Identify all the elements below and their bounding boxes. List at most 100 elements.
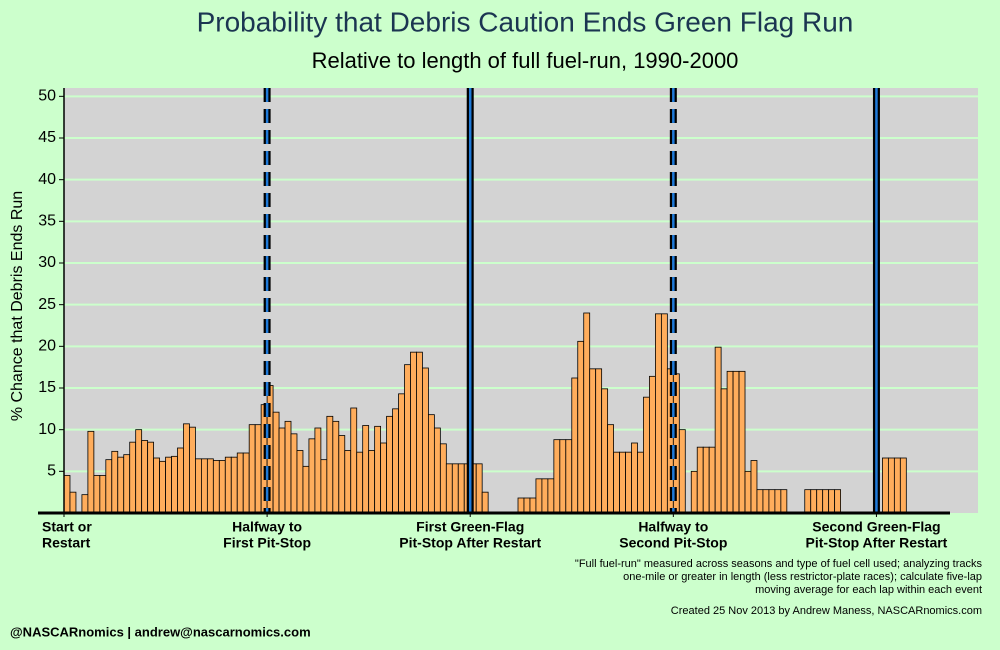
bar xyxy=(577,340,585,514)
bar xyxy=(565,439,573,514)
bar xyxy=(750,460,758,514)
bar xyxy=(290,433,298,514)
chart-title: Probability that Debris Caution Ends Gre… xyxy=(197,6,854,37)
bar xyxy=(744,470,752,514)
bar xyxy=(141,440,149,514)
x-tick-label: First Green-Flag xyxy=(416,519,524,535)
bar xyxy=(212,460,220,514)
bar xyxy=(804,489,812,514)
bar xyxy=(254,424,262,514)
bar xyxy=(129,441,137,514)
bar xyxy=(523,497,531,514)
bar xyxy=(200,458,208,514)
bar xyxy=(242,452,250,514)
bar xyxy=(631,442,638,514)
bar xyxy=(810,489,818,514)
bar xyxy=(284,420,292,514)
bar xyxy=(720,388,728,514)
bar xyxy=(224,456,232,514)
bar xyxy=(583,312,591,514)
bar xyxy=(105,459,113,514)
bar xyxy=(308,438,316,514)
bar xyxy=(356,451,364,514)
bar xyxy=(649,375,656,514)
bar xyxy=(774,489,782,514)
y-axis-label: % Chance that Debris Ends Run xyxy=(9,191,26,421)
bar xyxy=(893,457,901,514)
bar xyxy=(768,489,776,514)
bar xyxy=(189,426,196,514)
bar xyxy=(571,377,579,514)
bar xyxy=(380,442,387,514)
bar xyxy=(183,423,190,514)
bar xyxy=(529,497,537,514)
bar xyxy=(445,463,453,514)
bar xyxy=(165,456,172,514)
bar xyxy=(392,408,399,514)
bar xyxy=(147,441,155,514)
bar xyxy=(302,465,310,514)
bar xyxy=(655,313,662,514)
y-tick-label: 10 xyxy=(38,421,56,438)
bar xyxy=(338,435,346,514)
bar xyxy=(153,457,160,514)
note-line: "Full fuel-run" measured across seasons … xyxy=(575,558,983,570)
bar xyxy=(517,497,525,514)
bar xyxy=(272,411,280,514)
x-tick-label: First Pit-Stop xyxy=(223,535,311,551)
bar xyxy=(195,458,202,514)
bar xyxy=(887,457,895,514)
bar xyxy=(81,494,89,514)
bar xyxy=(702,446,710,514)
bar xyxy=(99,475,107,514)
bar xyxy=(236,452,244,514)
bar xyxy=(625,451,632,514)
bar xyxy=(63,475,71,514)
bar xyxy=(547,478,555,514)
bar xyxy=(230,456,238,514)
y-tick-label: 5 xyxy=(47,463,56,480)
bar xyxy=(457,463,465,514)
bar xyxy=(69,491,77,514)
bar xyxy=(87,430,95,514)
x-tick-label: Start or xyxy=(42,519,92,535)
x-tick-label: Restart xyxy=(42,535,91,551)
bar xyxy=(732,370,740,514)
x-tick-label: Pit-Stop After Restart xyxy=(806,535,948,551)
bar xyxy=(362,425,370,514)
bar xyxy=(589,368,597,514)
bar xyxy=(177,447,184,514)
bar xyxy=(816,489,824,514)
bar xyxy=(762,489,770,514)
x-tick-label: Second Pit-Stop xyxy=(619,535,727,551)
bar xyxy=(93,475,101,514)
bar xyxy=(344,450,352,514)
bar xyxy=(206,458,214,514)
bar xyxy=(595,368,603,514)
bar xyxy=(696,446,704,514)
bar xyxy=(410,351,417,514)
bar xyxy=(350,407,358,514)
bar xyxy=(481,491,489,514)
x-tick-label: Second Green-Flag xyxy=(812,519,940,535)
bar xyxy=(678,429,686,514)
bar xyxy=(619,451,626,514)
y-tick-label: 30 xyxy=(38,254,56,271)
bar xyxy=(726,370,734,514)
note-line: one-mile or greater in length (less rest… xyxy=(623,571,982,583)
bar xyxy=(708,446,716,514)
bar xyxy=(756,489,764,514)
bar xyxy=(248,424,256,514)
bar xyxy=(368,450,376,514)
bar xyxy=(828,489,836,514)
bar xyxy=(882,457,889,514)
bar xyxy=(613,451,620,514)
bar xyxy=(738,370,746,514)
bar xyxy=(451,463,459,514)
bar xyxy=(398,393,405,514)
y-tick-label: 20 xyxy=(38,338,56,355)
y-tick-label: 35 xyxy=(38,213,56,230)
bar xyxy=(834,489,842,514)
bar xyxy=(374,425,382,514)
